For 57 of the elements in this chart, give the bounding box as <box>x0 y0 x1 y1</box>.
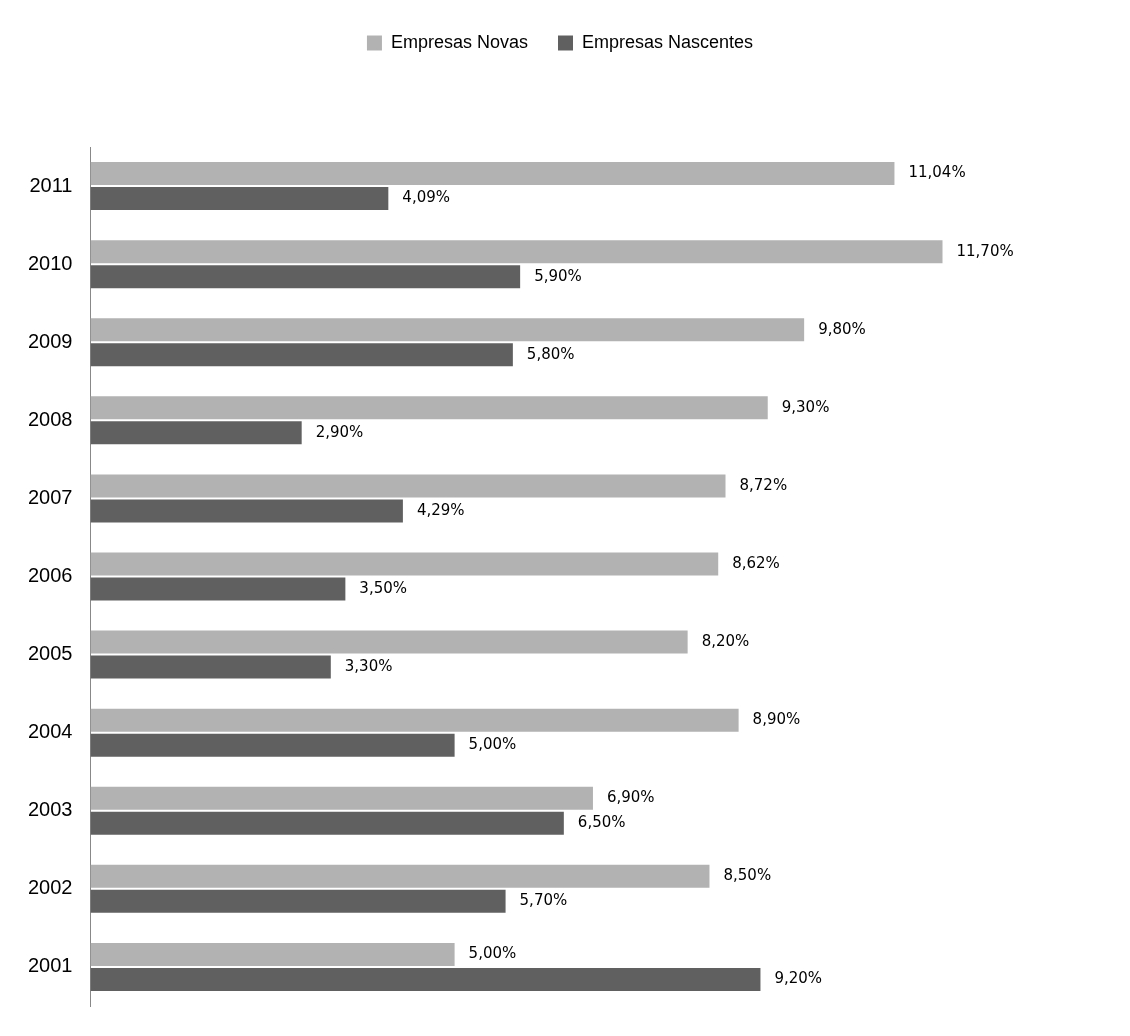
y-tick-label: 2002 <box>27 876 73 899</box>
y-tick-label: 2010 <box>27 251 73 274</box>
y-tick-label: 2009 <box>27 329 73 352</box>
bar <box>90 811 564 835</box>
bar <box>90 967 761 991</box>
bar <box>90 343 513 367</box>
data-label: 5,00% <box>468 944 517 963</box>
bar <box>90 577 346 601</box>
bar <box>90 162 895 186</box>
bar <box>90 499 403 523</box>
bar <box>90 474 726 498</box>
data-label: 6,50% <box>577 813 626 832</box>
data-label: 9,30% <box>781 397 830 416</box>
data-label: 8,72% <box>739 475 788 494</box>
data-label: 11,70% <box>956 241 1014 260</box>
bar <box>90 889 506 913</box>
data-label: 4,29% <box>416 500 465 519</box>
data-label: 8,20% <box>701 631 750 650</box>
data-label: 5,90% <box>534 266 582 285</box>
bar <box>90 786 593 810</box>
data-label: 2,90% <box>315 422 364 441</box>
data-label: 8,50% <box>723 866 772 885</box>
data-label: 8,62% <box>732 553 780 572</box>
data-label: 5,70% <box>519 891 568 910</box>
y-tick-label: 2003 <box>27 798 73 821</box>
bar <box>90 396 768 420</box>
data-label: 3,50% <box>359 578 408 597</box>
y-tick-label: 2004 <box>27 720 73 743</box>
legend-label: Empresas Nascentes <box>581 31 754 52</box>
bar <box>90 552 719 576</box>
data-label: 4,09% <box>402 188 450 207</box>
y-tick-label: 2011 <box>29 173 73 196</box>
bar <box>90 421 302 445</box>
data-label: 6,90% <box>606 788 655 807</box>
data-label: 11,04% <box>908 163 966 182</box>
data-label: 3,30% <box>344 656 393 675</box>
bar <box>90 187 389 211</box>
bar <box>90 630 688 654</box>
bar <box>90 240 943 264</box>
data-label: 9,20% <box>774 969 823 988</box>
y-tick-label: 2006 <box>27 564 73 587</box>
bar <box>90 265 521 289</box>
y-tick-label: 2001 <box>27 954 73 977</box>
legend-label: Empresas Novas <box>390 31 528 52</box>
bar <box>90 733 455 757</box>
bar <box>90 864 710 888</box>
data-label: 8,90% <box>752 710 801 729</box>
bar <box>90 942 455 966</box>
bar <box>90 708 739 732</box>
y-tick-label: 2007 <box>27 485 73 508</box>
y-tick-label: 2005 <box>27 642 73 665</box>
data-label: 9,80% <box>818 319 866 338</box>
y-tick-label: 2008 <box>27 407 73 430</box>
data-label: 5,00% <box>468 735 517 754</box>
bar <box>90 318 805 342</box>
data-label: 5,80% <box>526 344 575 363</box>
bar <box>90 655 331 679</box>
